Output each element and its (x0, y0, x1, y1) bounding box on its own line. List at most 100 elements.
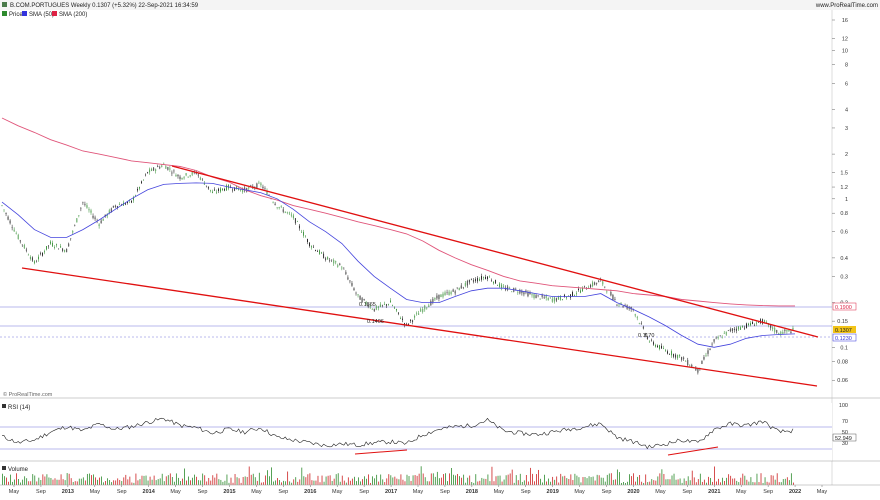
price-candle (711, 343, 713, 345)
price-candle (742, 325, 743, 327)
price-candle (584, 285, 586, 287)
price-candle (50, 241, 51, 244)
volume-bar (766, 481, 768, 485)
volume-bar (305, 477, 307, 485)
price-candle (735, 328, 737, 331)
price-candle (387, 304, 389, 305)
price-candle (307, 239, 308, 243)
price-candle (232, 189, 234, 191)
price-candle (400, 318, 401, 319)
volume-bar (536, 474, 537, 485)
price-candle (746, 323, 747, 329)
price-candle (195, 172, 197, 174)
price-candle (539, 298, 541, 300)
volume-bar (163, 481, 165, 485)
price-candle (286, 212, 288, 213)
price-candle (669, 354, 670, 355)
volume-bar (623, 481, 624, 485)
volume-bar (117, 478, 119, 485)
price-candle (578, 288, 579, 291)
volume-bar (562, 476, 564, 485)
volume-bar (629, 474, 630, 485)
volume-bar (139, 479, 141, 485)
price-candle (616, 304, 618, 306)
time-tick-label: Sep (198, 489, 208, 495)
time-tick-label: May (413, 489, 424, 495)
volume-bar (228, 482, 230, 485)
rsi-current-box (832, 433, 857, 442)
price-candle (778, 333, 780, 335)
price-candle (139, 186, 140, 189)
volume-bar (30, 481, 32, 485)
volume-bar (238, 478, 240, 485)
price-candle (74, 225, 76, 226)
volume-bar (64, 480, 66, 485)
price-tick-label: 0.06 (837, 378, 848, 384)
price-candle (373, 308, 375, 312)
volume-bar (196, 476, 198, 485)
volume-bar (78, 478, 80, 485)
volume-bar (311, 480, 313, 485)
price-tick-label: 0.4 (840, 256, 848, 262)
price-candle (418, 313, 420, 315)
volume-bar (424, 477, 426, 485)
price-candle (468, 279, 470, 283)
price-candle (224, 189, 225, 191)
volume-bar (105, 480, 106, 485)
price-candle (428, 305, 430, 308)
price-tick-label: 4 (845, 107, 848, 113)
volume-bar (720, 482, 721, 485)
volume-bar (552, 476, 554, 485)
price-tick-label: 0.15 (837, 319, 848, 325)
price-candle (256, 183, 258, 189)
volume-bar (665, 479, 667, 485)
volume-bar (364, 476, 365, 485)
volume-bar (337, 473, 339, 485)
price-candle (677, 354, 679, 359)
price-candle (448, 291, 450, 296)
time-tick-label: Sep (763, 489, 773, 495)
volume-bar (732, 478, 734, 485)
volume-bar (582, 477, 584, 485)
time-tick-label: 2017 (385, 489, 397, 495)
volume-bar (321, 475, 323, 485)
price-candle (464, 283, 466, 286)
price-candle (242, 189, 244, 192)
price-candle (56, 244, 58, 246)
volume-bar (315, 480, 317, 485)
rsi-tick-label: 70 (842, 419, 848, 425)
price-candle (582, 287, 583, 292)
volume-bar (165, 476, 167, 485)
volume-bar (612, 479, 614, 485)
volume-bar (447, 481, 448, 485)
price-candle (80, 208, 82, 210)
price-candle (408, 323, 410, 325)
price-candle (183, 177, 185, 179)
volume-bar (606, 474, 608, 485)
price-candle (737, 326, 739, 330)
price-candle (290, 214, 292, 216)
price-candle (497, 285, 499, 287)
volume-bar (625, 482, 626, 485)
volume-bar (149, 476, 151, 485)
price-candle (551, 298, 553, 302)
volume-bar (483, 478, 485, 485)
price-candle (535, 295, 537, 299)
volume-bar (481, 477, 483, 485)
volume-bar (153, 475, 155, 485)
price-candle (327, 256, 329, 260)
volume-bar (621, 482, 622, 485)
price-candle (725, 331, 727, 335)
price-candle (199, 177, 201, 180)
volume-bar (600, 477, 602, 485)
price-candle (485, 277, 486, 279)
volume-bar (430, 473, 432, 485)
price-candle (116, 206, 118, 208)
price-candle (487, 276, 488, 280)
price-candle (531, 294, 533, 296)
volume-bar (167, 475, 169, 485)
price-tick-label: 0.3 (840, 274, 848, 280)
volume-bar (390, 475, 392, 485)
volume-bar (133, 482, 135, 485)
price-candle (201, 178, 203, 180)
